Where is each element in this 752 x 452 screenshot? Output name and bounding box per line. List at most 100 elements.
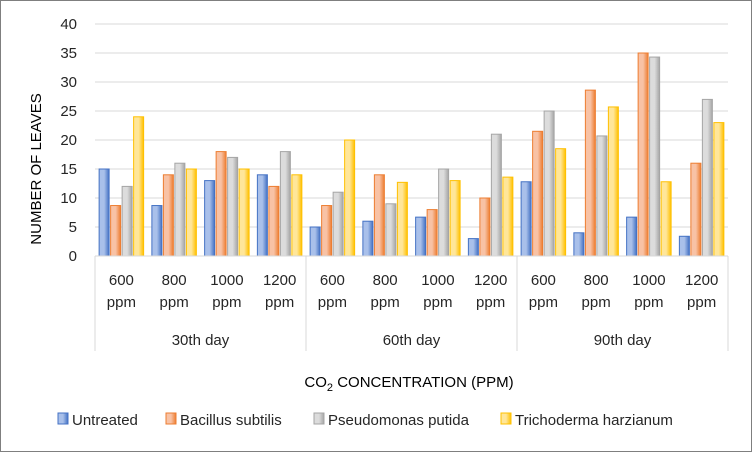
bar-pseudomonas-putida [385,203,397,257]
x-tick-label: ppm [265,294,294,311]
bar-untreated [98,168,110,257]
x-tick-label: ppm [371,294,400,311]
bar-pseudomonas-putida [438,168,450,257]
x-tick-label: 1200 [474,272,507,289]
x-tick-label: ppm [107,294,136,311]
x-tick-label: 800 [584,272,609,289]
bar-trichoderma-harzianum [607,106,619,257]
x-group-label: 90th day [594,332,652,349]
x-axis-title: CO2 CONCENTRATION (PPM) [304,374,513,394]
bar-untreated [415,216,427,257]
legend: Untreated Bacillus subtilis Pseudomonas pu… [57,412,673,429]
bar-bacillus-subtilis [426,209,438,257]
x-tick-label: 600 [109,272,134,289]
x-tick-label: ppm [476,294,505,311]
y-tick-label: 40 [60,16,77,33]
bar-trichoderma-harzianum [291,174,303,257]
bar-untreated [309,226,321,257]
y-tick-label: 10 [60,190,77,207]
bar-pseudomonas-putida [649,56,661,257]
bar-untreated [520,181,532,257]
bar-trichoderma-harzianum [555,148,567,257]
x-axis-title-subscript: 2 [327,382,333,394]
y-tick-label: 0 [69,248,77,265]
bar-untreated [362,220,374,257]
bar-untreated [573,232,585,257]
bar-pseudomonas-putida [121,185,133,257]
x-tick-label: ppm [582,294,611,311]
legend-swatch [165,412,177,425]
bar-trichoderma-harzianum [660,181,672,257]
bar-pseudomonas-putida [490,133,502,257]
legend-swatch [500,412,512,425]
x-tick-label: ppm [212,294,241,311]
y-axis-title: NUMBER OF LEAVES [28,93,45,244]
bar-trichoderma-harzianum [449,180,461,257]
legend-label: Bacillus subtilis [180,412,282,429]
bar-bacillus-subtilis [532,130,544,257]
bar-trichoderma-harzianum [344,139,356,257]
x-tick-label: 800 [162,272,187,289]
bar-bacillus-subtilis [479,197,491,257]
y-tick-label: 5 [69,219,77,236]
x-tick-label: ppm [529,294,558,311]
bar-untreated [626,216,638,257]
y-tick-label: 25 [60,103,77,120]
bar-untreated [467,238,479,257]
bar-untreated [678,235,690,257]
x-axis-title-main: CO [304,374,327,391]
y-tick-label: 20 [60,132,77,149]
y-tick-label: 15 [60,161,77,178]
legend-label: Pseudomonas putida [328,412,470,429]
bar-pseudomonas-putida [332,191,344,257]
x-axis: 600 ppm 800 ppm 1000 ppm 1200 ppm 600 ppm 800 ppm 10… [94,255,729,351]
bar-pseudomonas-putida [543,110,555,257]
x-tick-label: ppm [687,294,716,311]
bar-bacillus-subtilis [584,89,596,257]
bar-pseudomonas-putida [174,162,186,257]
y-tick-labels: 0 5 10 15 20 25 30 35 40 [60,16,77,265]
bar-pseudomonas-putida [279,151,291,257]
bar-trichoderma-harzianum [502,176,514,257]
bar-trichoderma-harzianum [396,181,408,257]
bar-untreated [204,180,216,257]
legend-swatch [313,412,325,425]
bar-pseudomonas-putida [596,135,608,257]
bar-bacillus-subtilis [321,205,333,257]
bar-untreated [151,205,163,257]
x-group-label: 30th day [172,332,230,349]
legend-label: Untreated [72,412,138,429]
bar-trichoderma-harzianum [133,116,145,257]
x-tick-label: 600 [320,272,345,289]
bar-bacillus-subtilis [373,174,385,257]
x-tick-label: 800 [373,272,398,289]
legend-label: Trichoderma harzianum [515,412,673,429]
bar-bacillus-subtilis [268,185,280,257]
bar-bacillus-subtilis [637,52,649,257]
bar-bacillus-subtilis [215,151,227,257]
legend-swatch [57,412,69,425]
bars [98,52,725,257]
bar-pseudomonas-putida [227,156,239,257]
x-axis-title-rest: CONCENTRATION (PPM) [333,374,514,391]
x-tick-label: 1200 [263,272,296,289]
x-tick-label: ppm [160,294,189,311]
x-tick-label: 1200 [685,272,718,289]
bar-untreated [256,174,268,257]
bar-bacillus-subtilis [690,162,702,257]
x-tick-label: ppm [318,294,347,311]
x-group-label: 60th day [383,332,441,349]
bar-bacillus-subtilis [110,205,122,257]
x-tick-label: ppm [634,294,663,311]
y-tick-label: 35 [60,45,77,62]
x-tick-label: 600 [531,272,556,289]
x-tick-label: 1000 [421,272,454,289]
x-tick-label: ppm [423,294,452,311]
y-tick-label: 30 [60,74,77,91]
bar-bacillus-subtilis [162,174,174,257]
x-tick-label: 1000 [210,272,243,289]
gridlines [95,23,728,257]
bar-pseudomonas-putida [701,98,713,257]
